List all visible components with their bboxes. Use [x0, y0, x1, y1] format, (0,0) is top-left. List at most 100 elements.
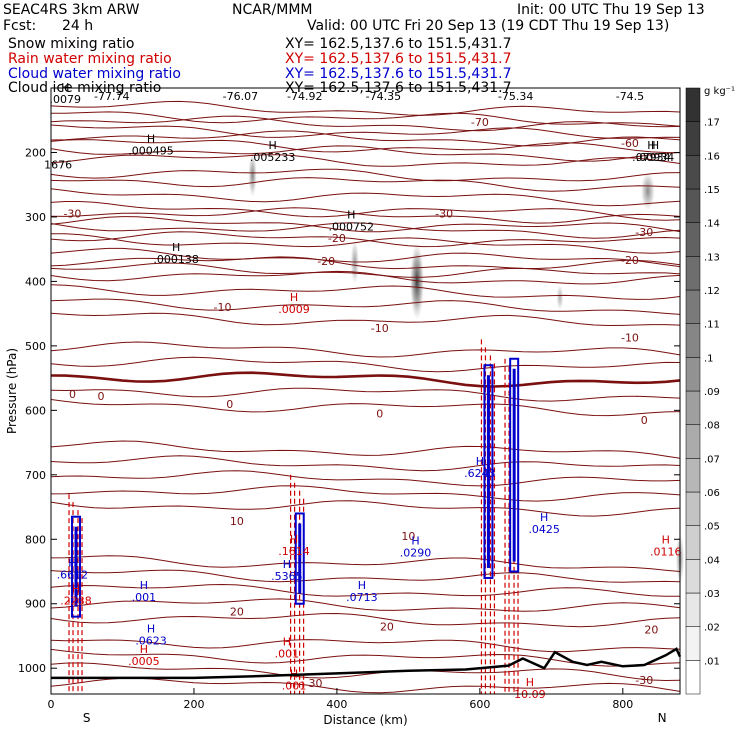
colorbar-seg-14 — [685, 188, 701, 223]
contour-label-8: -10 — [621, 331, 639, 344]
colorbar-seg-2 — [685, 592, 701, 627]
contour-label-10: -70 — [471, 116, 489, 129]
isotherm--10-4 — [50, 256, 681, 270]
y-tick-label-200: 200 — [25, 146, 46, 159]
field-xy-rain: XY= 162.5,137.6 to 151.5,431.7 — [285, 51, 512, 67]
init-label: Init: 00 UTC Thu 19 Sep 13 — [517, 2, 705, 18]
max-value-19: .001 — [282, 680, 307, 693]
colorbar-label-0: .01 — [704, 656, 720, 667]
colorbar-seg-15 — [685, 155, 701, 190]
max-h-15: H — [411, 535, 419, 548]
contour-label-14: 0 — [376, 408, 383, 421]
isotherm--70-1 — [50, 130, 681, 147]
colorbar-seg-12 — [685, 256, 701, 291]
y-tick-label-800: 800 — [25, 533, 46, 546]
isotherm-10-4 — [50, 440, 681, 459]
temperature-contours: -30 -20 -30 -20 -20 -30 -10 -10 -10 -60 -70 0 0 0 0 0 10… — [50, 90, 681, 694]
max-h-1: H — [147, 132, 155, 145]
isotherm--20-0 — [50, 262, 681, 278]
isotherm--30-1 — [50, 216, 681, 233]
max-value-4: .000752 — [328, 221, 374, 234]
max-h-6: H — [290, 291, 298, 304]
x-tick-label-400: 400 — [326, 698, 347, 711]
field-xy-cloudwater: XY= 162.5,137.6 to 151.5,431.7 — [285, 66, 512, 82]
field-xy-snow: XY= 162.5,137.6 to 151.5,431.7 — [285, 36, 512, 52]
x-end-label-right: N — [658, 711, 667, 725]
max-value-2: .005233 — [250, 151, 296, 164]
max-value-9: .2238 — [60, 594, 92, 607]
colorbar-label-15: .16 — [704, 151, 720, 162]
max-h-14: H — [358, 579, 366, 592]
isotherm-0-1 — [50, 387, 681, 402]
max-h-7: H — [651, 139, 659, 152]
org-label: NCAR/MMM — [232, 2, 313, 18]
contour-label-4: -20 — [621, 254, 639, 267]
contour-label-22: -30 — [635, 674, 653, 687]
max-h-0: H — [61, 81, 69, 94]
max-h-17: H — [540, 511, 548, 524]
colorbar-label-7: .08 — [704, 421, 720, 432]
colorbar-label-13: .14 — [704, 219, 720, 230]
plot-frame — [50, 87, 681, 695]
isotherm--60-3 — [50, 124, 681, 139]
colorbar-label-1: .02 — [704, 623, 720, 634]
isotherm-30-4 — [50, 639, 681, 653]
isotherm-10-0 — [50, 500, 681, 517]
max-value-22: .0116 — [650, 545, 682, 558]
isotherm--20-3 — [50, 222, 681, 239]
cloud-column-0 — [71, 515, 82, 618]
max-h-3: H — [647, 139, 655, 152]
max-value-18: .001 — [275, 647, 300, 660]
isotherm--10-1 — [50, 298, 681, 315]
colorbar-label-11: .12 — [704, 286, 720, 297]
x-end-label-left: S — [83, 711, 91, 725]
contour-label-7: -10 — [371, 322, 389, 335]
x-tick-label-0: 0 — [48, 698, 55, 711]
contour-label-3: -20 — [328, 232, 346, 245]
colorbar-label-5: .06 — [704, 488, 720, 499]
isotherm-0-4 — [50, 341, 681, 358]
max-value-15: .0290 — [400, 547, 432, 560]
colorbar-label-6: .07 — [704, 454, 720, 465]
snow-core-1 — [248, 152, 257, 198]
max-value-0: .0079 — [50, 93, 82, 106]
top-temp-label-0: -77.74 — [94, 90, 129, 103]
isotherm--10-0 — [50, 312, 681, 327]
isotherm--30-3 — [50, 188, 681, 207]
y-tick-label-1000: 1000 — [18, 662, 46, 675]
contour-label-0: -30 — [63, 208, 81, 221]
colorbar-seg-6 — [685, 458, 701, 493]
max-h-11: H — [147, 622, 155, 635]
colorbar: .01 .02 .03 .04 .05 .06 .07 .08 .09 .1 .11 .12 .13 .1… — [685, 86, 735, 695]
isotherm--30-4 — [50, 177, 681, 192]
max-h-22: H — [662, 533, 670, 546]
cloud-column-1 — [294, 512, 305, 605]
contour-label-9: -60 — [621, 137, 639, 150]
colorbar-seg-17 — [685, 87, 701, 122]
isotherm--70-3 — [50, 100, 681, 116]
y-tick-label-600: 600 — [25, 404, 46, 417]
colorbar-seg-9 — [685, 357, 701, 392]
contour-label-11: 0 — [69, 388, 76, 401]
contour-label-1: -20 — [317, 255, 335, 268]
isotherm-20-4 — [50, 555, 681, 572]
colorbar-label-4: .05 — [704, 522, 720, 533]
max-h-16: H — [476, 455, 484, 468]
cloud-column-2 — [483, 364, 494, 579]
isotherm--30-2 — [50, 201, 681, 221]
colorbar-label-14: .15 — [704, 185, 720, 196]
side-label: 1676 — [44, 159, 72, 172]
contour-label-13: 0 — [226, 398, 233, 411]
colorbar-seg-3 — [685, 559, 701, 594]
isotherm-20-2 — [50, 583, 680, 597]
cloud-core-2 — [486, 375, 490, 568]
snow-core-0 — [409, 242, 425, 321]
isotherm--20-1 — [50, 247, 681, 268]
max-value-16: .6243 — [464, 467, 496, 480]
isotherm--10-3 — [50, 270, 681, 285]
colorbar-seg-0 — [685, 660, 701, 695]
colorbar-seg-13 — [685, 222, 701, 257]
isotherm-20-1 — [50, 598, 681, 612]
